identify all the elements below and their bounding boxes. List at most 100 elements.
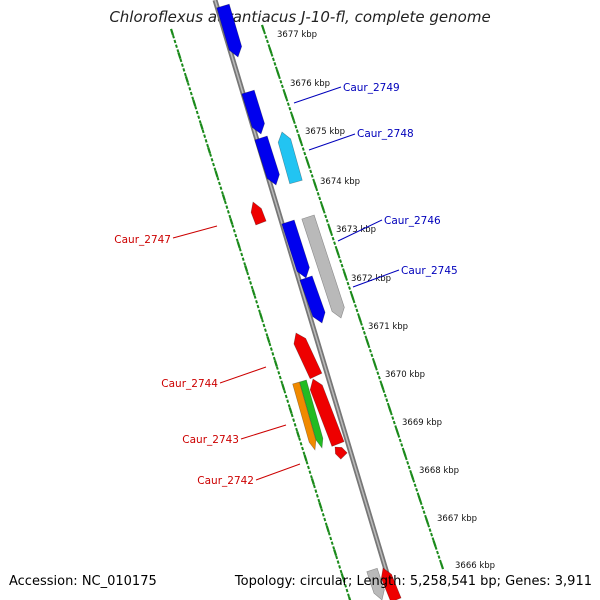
- tick-mark: [262, 323, 266, 328]
- gene-arrow-caur-2743a: [292, 381, 317, 451]
- gene-label-caur-2747: Caur_2747: [114, 234, 171, 246]
- tick-mark: [352, 299, 356, 304]
- tick-mark: [204, 139, 208, 143]
- callout-line-caur-2746: [337, 219, 383, 242]
- tick-mark: [434, 546, 438, 550]
- tick-mark: [261, 318, 264, 323]
- tick-mark: [322, 209, 326, 214]
- tick-mark: [288, 106, 292, 111]
- kbp-label: 3672 kbp: [351, 274, 391, 284]
- gene-arrow-caur-2749b: [254, 135, 280, 186]
- tick-mark: [194, 105, 198, 110]
- tick-mark: [371, 357, 375, 362]
- tick-mark: [347, 593, 350, 598]
- callout-line-caur-2743: [240, 424, 287, 440]
- tick-mark: [357, 313, 360, 317]
- tick-mark: [419, 501, 423, 506]
- tick-mark: [280, 380, 284, 385]
- tick-mark: [172, 34, 175, 39]
- gene-arrow-caur-2748: [277, 131, 303, 185]
- tick-mark: [401, 447, 405, 452]
- tick-mark: [188, 86, 192, 91]
- tick-mark: [392, 420, 396, 425]
- tick-mark: [243, 262, 247, 266]
- kbp-label: 3671 kbp: [368, 322, 408, 332]
- callout-line-caur-2748: [308, 133, 356, 151]
- tick-mark: [410, 472, 415, 480]
- tick-mark: [407, 465, 411, 470]
- tick-mark: [312, 484, 316, 489]
- tick-mark: [236, 241, 241, 249]
- tick-mark: [361, 326, 365, 331]
- tick-mark: [183, 72, 187, 77]
- tick-mark: [189, 91, 193, 96]
- tick-mark: [296, 430, 301, 438]
- tick-mark: [298, 437, 301, 441]
- tick-mark: [377, 375, 381, 380]
- tick-mark: [267, 44, 271, 48]
- gene-arrow-caur-2750: [216, 3, 243, 58]
- tick-mark: [251, 288, 256, 296]
- tick-mark: [268, 47, 273, 54]
- tick-mark: [321, 512, 325, 517]
- tick-mark: [271, 57, 275, 62]
- tick-mark: [277, 370, 281, 375]
- tick-mark: [278, 375, 282, 380]
- tick-mark: [400, 443, 404, 447]
- tick-mark: [415, 487, 419, 492]
- tick-mark: [413, 483, 417, 488]
- tick-mark: [335, 248, 340, 256]
- tick-mark: [317, 498, 321, 503]
- tick-mark: [212, 162, 215, 167]
- tick-mark: [303, 151, 307, 156]
- tick-mark: [295, 427, 299, 432]
- tick-mark: [210, 157, 214, 162]
- gene-arrow-caur-2745: [301, 214, 345, 319]
- tick-mark: [256, 304, 260, 309]
- tick-mark: [229, 217, 234, 225]
- tick-mark: [221, 194, 226, 202]
- tick-mark: [238, 247, 242, 252]
- tick-mark: [422, 510, 426, 515]
- tick-mark: [303, 454, 308, 462]
- tick-mark: [209, 153, 212, 157]
- tick-mark: [175, 44, 178, 49]
- tick-mark: [180, 63, 184, 67]
- tick-mark: [437, 555, 441, 559]
- tick-mark: [417, 495, 422, 503]
- tick-mark: [340, 263, 344, 268]
- tick-mark: [350, 293, 355, 301]
- tick-mark: [272, 356, 276, 361]
- tick-mark: [339, 569, 343, 574]
- tick-mark: [221, 191, 224, 195]
- gene-arrow-caur-2743b: [299, 379, 324, 449]
- tick-mark: [258, 312, 264, 320]
- gene-callouts: Caur_2749 Caur_2748 Caur_2747 Caur_2746 Caur…: [114, 82, 457, 487]
- tick-mark: [382, 389, 386, 393]
- tick-mark: [372, 360, 377, 368]
- tick-mark: [336, 560, 340, 564]
- tick-mark: [362, 331, 366, 335]
- tick-mark: [436, 550, 439, 555]
- tick-mark: [253, 295, 257, 299]
- tick-mark: [331, 236, 335, 241]
- gene-label-caur-2742: Caur_2742: [197, 475, 254, 487]
- tick-mark: [386, 402, 390, 407]
- gene-arrow-small: [334, 446, 348, 460]
- tick-mark: [270, 53, 274, 57]
- tick-mark: [286, 102, 290, 107]
- tick-mark: [439, 562, 445, 570]
- tick-mark: [273, 62, 277, 66]
- tick-mark: [330, 232, 334, 237]
- tick-mark: [235, 238, 239, 243]
- tick-mark: [274, 66, 278, 71]
- tick-mark: [318, 196, 322, 201]
- tick-mark: [293, 423, 297, 427]
- tick-mark: [305, 460, 309, 465]
- callout-line-caur-2749: [293, 86, 342, 104]
- tick-mark: [307, 465, 310, 470]
- tick-mark: [345, 588, 349, 593]
- tick-mark: [391, 416, 395, 420]
- tick-mark: [234, 233, 238, 238]
